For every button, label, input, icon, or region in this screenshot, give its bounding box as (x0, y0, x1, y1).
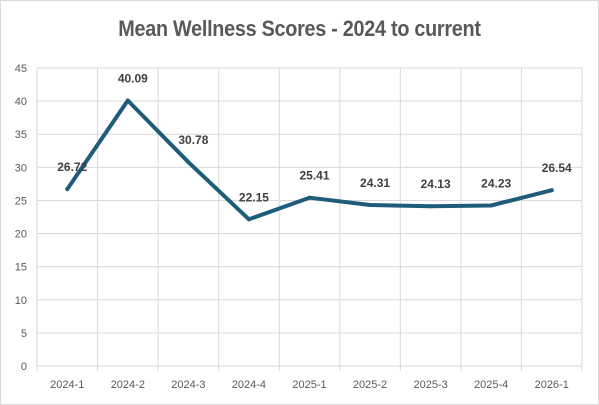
data-label: 24.13 (421, 177, 451, 191)
y-tick-label: 0 (21, 361, 27, 373)
y-tick-label: 35 (15, 129, 27, 141)
x-tick-label: 2024-2 (111, 379, 145, 391)
y-tick-label: 40 (15, 96, 27, 108)
gridlines (36, 67, 583, 371)
data-label: 24.23 (481, 177, 511, 191)
x-tick-label: 2025-4 (474, 379, 508, 391)
data-label: 24.31 (360, 176, 390, 190)
series (65, 98, 554, 222)
y-tick-label: 30 (15, 162, 27, 174)
x-tick-label: 2024-3 (171, 379, 205, 391)
data-point (246, 217, 251, 222)
y-tick-label: 15 (15, 262, 27, 274)
data-label: 25.41 (299, 169, 329, 183)
data-point (125, 98, 130, 103)
data-label: 26.54 (542, 161, 572, 175)
x-tick-label: 2026-1 (535, 379, 569, 391)
data-point (489, 203, 494, 208)
data-label: 40.09 (118, 72, 148, 86)
data-point (186, 160, 191, 165)
data-point (368, 203, 373, 208)
data-point (65, 187, 70, 192)
x-tick-label: 2025-1 (292, 379, 326, 391)
y-tick-label: 5 (21, 328, 27, 340)
data-label: 22.15 (239, 190, 269, 204)
x-axis: 2024-1 2024-2 2024-3 2024-4 2025-1 2025-2 2025… (50, 379, 569, 391)
x-tick-label: 2024-4 (232, 379, 266, 391)
data-point (549, 188, 554, 193)
x-tick-label: 2024-1 (50, 379, 84, 391)
y-tick-label: 20 (15, 229, 27, 241)
x-tick-label: 2025-2 (353, 379, 387, 391)
data-label: 30.78 (178, 133, 208, 147)
y-axis: 0 5 10 15 20 25 30 35 40 45 (15, 63, 27, 373)
series-line (65, 98, 554, 222)
data-label: 26.72 (57, 160, 87, 174)
y-tick-label: 10 (15, 295, 27, 307)
y-tick-label: 45 (15, 63, 27, 75)
data-point (428, 204, 433, 209)
data-point (307, 195, 312, 200)
chart-title: Mean Wellness Scores - 2024 to current (118, 16, 481, 41)
y-tick-label: 25 (15, 195, 27, 207)
data-labels: 26.72 40.09 30.78 22.15 25.41 24.31 24.13 24.23… (57, 72, 572, 205)
x-tick-label: 2025-3 (413, 379, 447, 391)
